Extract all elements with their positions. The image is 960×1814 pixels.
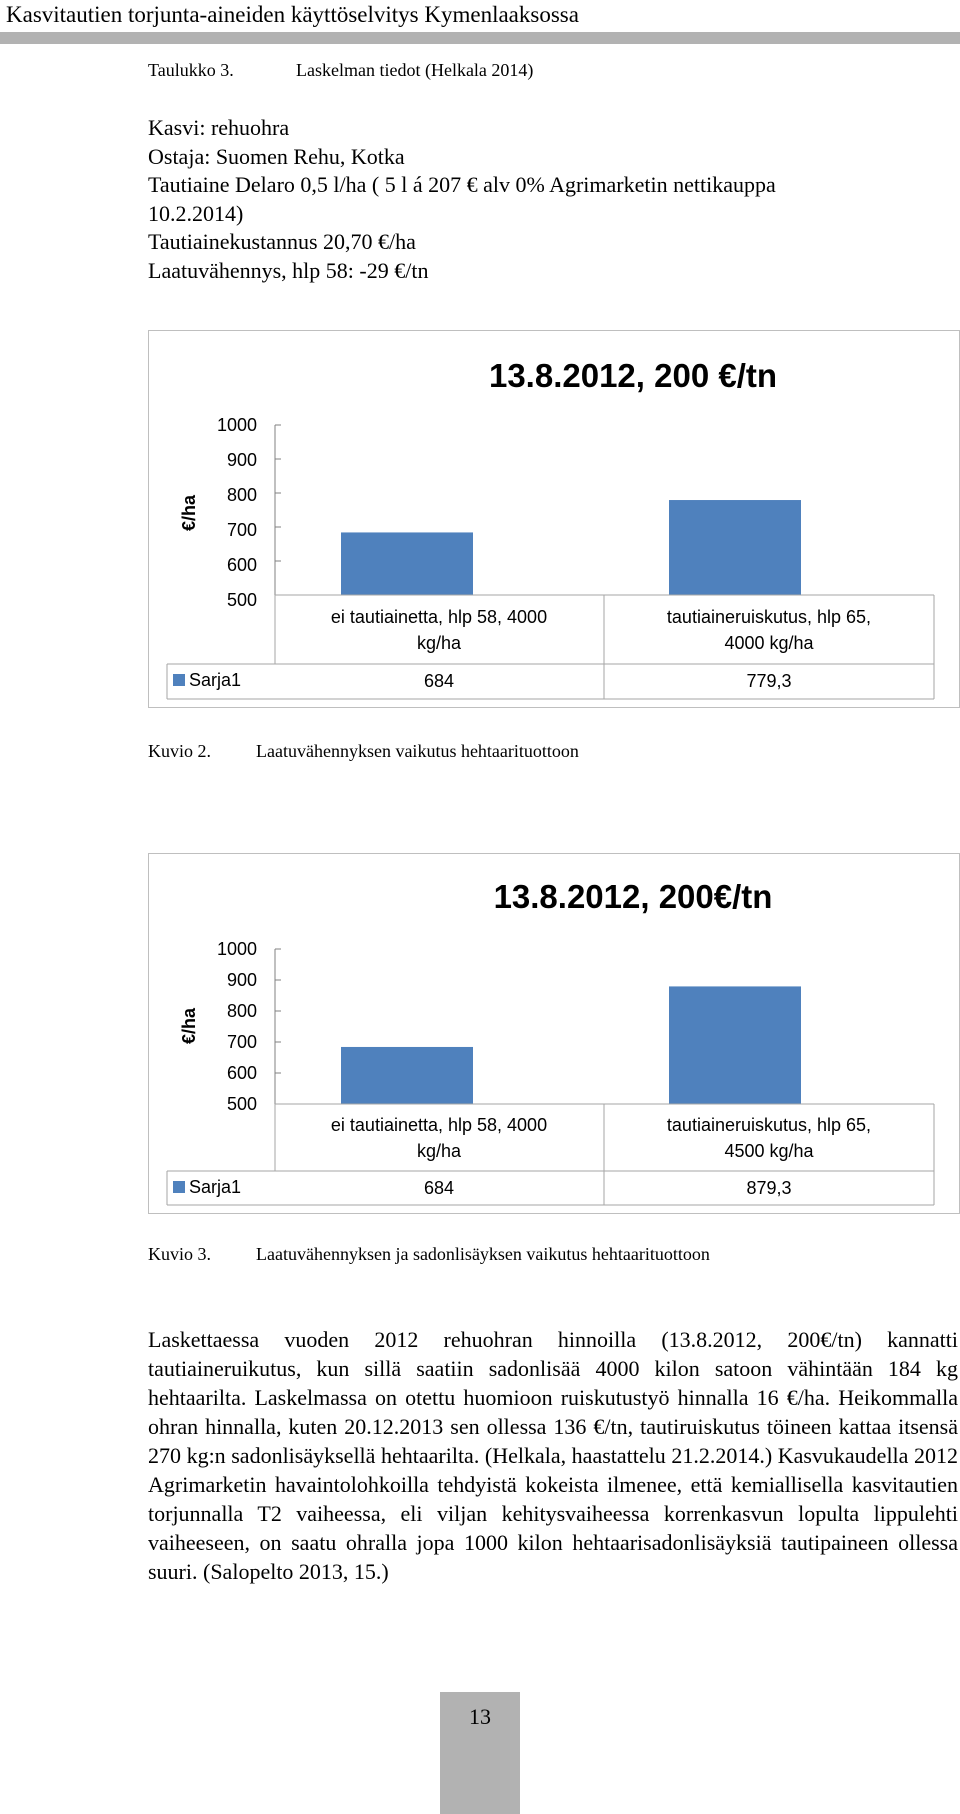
bar-tautiaineruiskutus — [669, 500, 801, 595]
calculation-info: Kasvi: rehuohra Ostaja: Suomen Rehu, Kot… — [148, 114, 776, 285]
table-caption-text: Laskelman tiedot (Helkala 2014) — [296, 60, 534, 80]
bar-chart-2: 13.8.2012, 200€/tn €/ha 1000 900 800 700… — [148, 853, 960, 1214]
y-tick-label: 900 — [227, 450, 257, 470]
y-tick-label: 500 — [227, 1094, 257, 1114]
legend-series-name: Sarja1 — [189, 670, 241, 690]
body-paragraph: Laskettaessa vuoden 2012 rehuohran hinno… — [148, 1327, 958, 1584]
y-tick-label: 700 — [227, 1032, 257, 1052]
category-label: ei tautiainetta, hlp 58, 4000 — [331, 1115, 547, 1135]
figure-caption-2: Kuvio 2. Laatuvähennyksen vaikutus hehtaa… — [148, 741, 579, 762]
bar-ei-tautiainetta — [341, 532, 473, 595]
y-axis-label: €/ha — [179, 1007, 199, 1044]
category-label: 4000 kg/ha — [724, 633, 814, 653]
y-tick-label: 900 — [227, 970, 257, 990]
figure-caption-text: Laatuvähennyksen vaikutus hehtaarituotto… — [256, 741, 579, 761]
y-tick-label: 700 — [227, 520, 257, 540]
bar-group — [341, 500, 801, 595]
page-number: 13 — [469, 1704, 491, 1729]
y-tick-label: 800 — [227, 1001, 257, 1021]
y-tick-label: 600 — [227, 1063, 257, 1083]
data-label: 879,3 — [746, 1178, 791, 1198]
y-tick-label: 1000 — [217, 415, 257, 435]
y-tick-label: 500 — [227, 590, 257, 610]
figure-caption-3: Kuvio 3. Laatuvähennyksen ja sadonlisäyks… — [148, 1244, 710, 1265]
legend-swatch — [173, 674, 185, 686]
chart-title: 13.8.2012, 200€/tn — [494, 878, 773, 915]
info-line: Tautiaine Delaro 0,5 l/ha ( 5 l á 207 € … — [148, 172, 776, 197]
running-header: Kasvitautien torjunta-aineiden käyttösel… — [6, 2, 579, 27]
legend-series-name: Sarja1 — [189, 1177, 241, 1197]
bar-group — [341, 986, 801, 1104]
figure-number: Kuvio 2. — [148, 741, 211, 761]
category-label: ei tautiainetta, hlp 58, 4000 — [331, 607, 547, 627]
category-label: kg/ha — [417, 1141, 462, 1161]
figure-number: Kuvio 3. — [148, 1244, 211, 1264]
y-tick-label: 600 — [227, 555, 257, 575]
bar-ei-tautiainetta — [341, 1046, 473, 1104]
data-label: 779,3 — [746, 671, 791, 691]
info-line: 10.2.2014) — [148, 200, 244, 226]
bar-chart-1-svg: 13.8.2012, 200 €/tn €/ha 1000 900 800 70… — [166, 357, 935, 700]
y-axis-label: €/ha — [179, 494, 199, 531]
category-label: kg/ha — [417, 633, 462, 653]
info-line: Tautiainekustannus 20,70 €/ha — [148, 229, 416, 254]
header-rule — [0, 32, 960, 44]
y-tick-label: 800 — [227, 485, 257, 505]
info-line: Kasvi: rehuohra — [148, 115, 290, 140]
figure-caption-text: Laatuvähennyksen ja sadonlisäyksen vaiku… — [256, 1244, 710, 1264]
bar-chart-1: 13.8.2012, 200 €/tn €/ha 1000 900 800 70… — [148, 330, 960, 708]
bar-chart-2-svg: 13.8.2012, 200€/tn €/ha 1000 900 800 700… — [166, 878, 935, 1206]
data-label: 684 — [424, 1178, 454, 1198]
category-label: tautiaineruiskutus, hlp 65, — [667, 607, 871, 627]
y-tick-label: 1000 — [217, 939, 257, 959]
legend-swatch — [173, 1181, 185, 1193]
category-label: 4500 kg/ha — [724, 1141, 814, 1161]
category-label: tautiaineruiskutus, hlp 65, — [667, 1115, 871, 1135]
chart-title: 13.8.2012, 200 €/tn — [489, 357, 777, 394]
bar-tautiaineruiskutus — [669, 986, 801, 1104]
table-caption-number: Taulukko 3. — [148, 60, 234, 80]
page-number-box: 13 — [440, 1692, 520, 1814]
table-caption: Taulukko 3. Laskelman tiedot (Helkala 201… — [148, 60, 533, 81]
info-line: Laatuvähennys, hlp 58: -29 €/tn — [148, 257, 429, 283]
info-line: Ostaja: Suomen Rehu, Kotka — [148, 143, 405, 169]
data-label: 684 — [424, 671, 454, 691]
